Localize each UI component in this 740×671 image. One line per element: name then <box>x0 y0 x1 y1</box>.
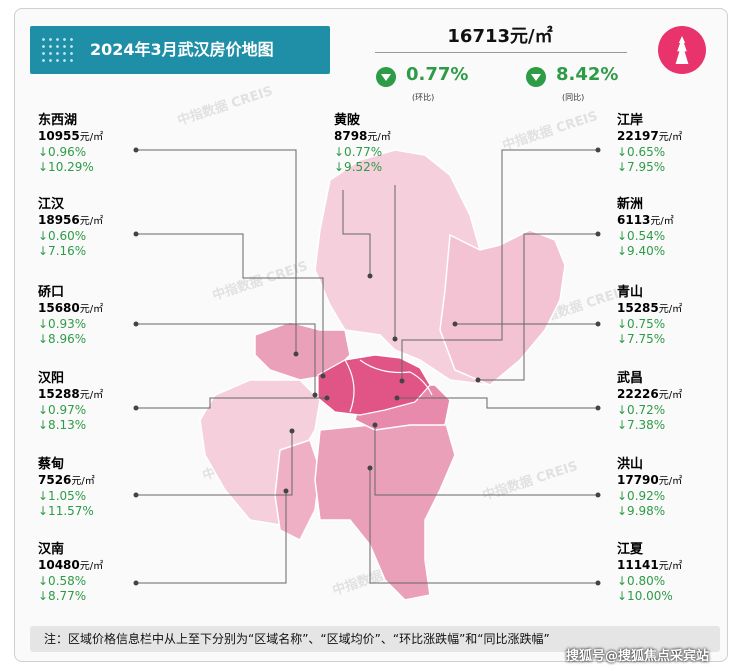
district-mom: ↓0.58% <box>38 574 87 588</box>
dot-grid-icon <box>40 36 76 66</box>
district-yoy: ↓9.40% <box>617 244 666 258</box>
district-price: 7526元/㎡ <box>38 473 95 487</box>
district-mom: ↓0.65% <box>617 145 666 159</box>
district-price: 18956元/㎡ <box>38 213 104 227</box>
district-name: 汉南 <box>38 542 65 557</box>
district-mom: ↓0.97% <box>38 403 87 417</box>
card-frame <box>14 8 728 662</box>
district-wuchang: 武昌 22226元/㎡ ↓0.72% ↓7.38% <box>617 370 727 433</box>
district-mom: ↓1.05% <box>38 489 87 503</box>
district-yoy: ↓7.38% <box>617 418 666 432</box>
tower-icon <box>675 36 689 64</box>
district-mom: ↓0.96% <box>38 145 87 159</box>
district-name: 青山 <box>617 285 644 300</box>
district-price: 10480元/㎡ <box>38 558 104 572</box>
district-mom: ↓0.92% <box>617 489 666 503</box>
district-price: 15680元/㎡ <box>38 301 104 315</box>
district-mom: ↓0.75% <box>617 317 666 331</box>
district-name: 江夏 <box>617 542 644 557</box>
district-mom: ↓0.72% <box>617 403 666 417</box>
district-jiangxia: 江夏 11141元/㎡ ↓0.80% ↓10.00% <box>617 541 727 604</box>
district-name: 蔡甸 <box>38 457 65 472</box>
district-yoy: ↓9.52% <box>334 160 383 174</box>
district-caidian: 蔡甸 7526元/㎡ ↓1.05% ↓11.57% <box>38 456 148 519</box>
region-hannan <box>274 439 321 542</box>
river <box>344 359 433 413</box>
district-name: 江岸 <box>617 113 644 128</box>
mom-label: (环比) <box>412 93 435 102</box>
district-qingshan: 青山 15285元/㎡ ↓0.75% ↓7.75% <box>617 284 727 347</box>
district-mom: ↓0.54% <box>617 229 666 243</box>
district-price: 15285元/㎡ <box>617 301 683 315</box>
district-mom: ↓0.77% <box>334 145 383 159</box>
district-mom: ↓0.60% <box>38 229 87 243</box>
region-jiangxia <box>314 414 456 601</box>
district-yoy: ↓11.57% <box>38 504 94 518</box>
citywide-price-value: 16713元/㎡ <box>447 26 553 47</box>
district-price: 17790元/㎡ <box>617 473 683 487</box>
district-price: 22226元/㎡ <box>617 387 683 401</box>
district-yoy: ↓10.29% <box>38 160 94 174</box>
district-price: 15288元/㎡ <box>38 387 104 401</box>
district-price: 6113元/㎡ <box>617 213 674 227</box>
title-banner: 2024年3月武汉房价地图 <box>30 26 330 74</box>
down-arrow-icon <box>526 67 546 87</box>
district-yoy: ↓7.16% <box>38 244 87 258</box>
district-price: 8798元/㎡ <box>334 129 391 143</box>
district-yoy: ↓7.75% <box>617 332 666 346</box>
district-hongshan: 洪山 17790元/㎡ ↓0.92% ↓9.98% <box>617 456 727 519</box>
district-name: 黄陂 <box>334 113 361 128</box>
district-yoy: ↓7.95% <box>617 160 666 174</box>
divider <box>375 52 627 53</box>
district-dongxihu: 东西湖 10955元/㎡ ↓0.96% ↓10.29% <box>38 112 148 175</box>
creis-logo <box>658 26 706 74</box>
citywide-price: 16713元/㎡ <box>375 22 625 48</box>
district-name: 东西湖 <box>38 113 78 128</box>
district-yoy: ↓8.13% <box>38 418 87 432</box>
district-name: 硚口 <box>38 285 65 300</box>
district-jiangan: 江岸 22197元/㎡ ↓0.65% ↓7.95% <box>617 112 727 175</box>
district-price: 22197元/㎡ <box>617 129 683 143</box>
district-name: 江汉 <box>38 197 65 212</box>
footnote-text: 注：区域价格信息栏中从上至下分别为“区域名称”、“区域均价”、“环比涨跌幅”和“… <box>44 632 550 646</box>
mom-value: 0.77% <box>406 64 469 85</box>
footnote: 注：区域价格信息栏中从上至下分别为“区域名称”、“区域均价”、“环比涨跌幅”和“… <box>30 626 720 652</box>
district-hanyang: 汉阳 15288元/㎡ ↓0.97% ↓8.13% <box>38 370 148 433</box>
yoy-value: 8.42% <box>556 64 619 85</box>
district-jianghan: 江汉 18956元/㎡ ↓0.60% ↓7.16% <box>38 196 148 259</box>
district-hannan: 汉南 10480元/㎡ ↓0.58% ↓8.77% <box>38 541 148 604</box>
page-title: 2024年3月武汉房价地图 <box>90 40 274 59</box>
district-mom: ↓0.80% <box>617 574 666 588</box>
district-name: 新洲 <box>617 197 644 212</box>
district-yoy: ↓10.00% <box>617 589 673 603</box>
district-name: 洪山 <box>617 457 644 472</box>
district-name: 汉阳 <box>38 371 65 386</box>
district-yoy: ↓8.96% <box>38 332 87 346</box>
district-price: 11141元/㎡ <box>617 558 683 572</box>
yoy-label: (同比) <box>562 93 585 102</box>
district-huangpi: 黄陂 8798元/㎡ ↓0.77% ↓9.52% <box>334 112 444 175</box>
district-mom: ↓0.93% <box>38 317 87 331</box>
down-arrow-icon <box>376 67 396 87</box>
source-credit: 搜狐号@搜狐焦点采宾站 <box>566 649 710 664</box>
district-yoy: ↓8.77% <box>38 589 87 603</box>
district-price: 10955元/㎡ <box>38 129 104 143</box>
district-yoy: ↓9.98% <box>617 504 666 518</box>
district-name: 武昌 <box>617 371 644 386</box>
district-qiaokou: 硚口 15680元/㎡ ↓0.93% ↓8.96% <box>38 284 148 347</box>
district-xinzhou: 新洲 6113元/㎡ ↓0.54% ↓9.40% <box>617 196 727 259</box>
